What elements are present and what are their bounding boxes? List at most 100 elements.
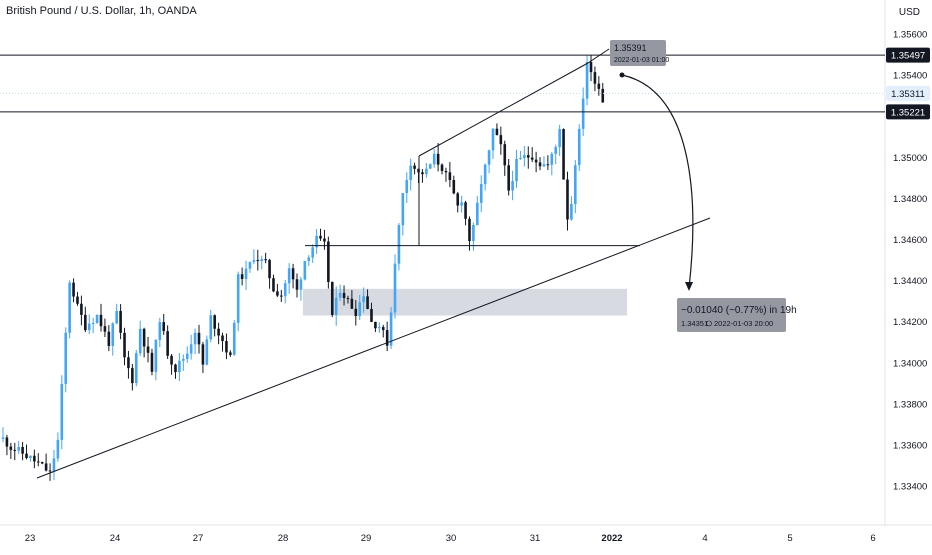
- candle-body: [323, 238, 326, 242]
- candle-body: [52, 458, 56, 472]
- price-tag: [886, 104, 930, 120]
- candle-body: [354, 308, 358, 317]
- candle-body: [9, 446, 13, 450]
- price-tag-text: 1.35497: [891, 51, 925, 62]
- candle-body: [264, 259, 267, 261]
- candle-body: [334, 297, 338, 315]
- y-tick-label: 1.34800: [893, 194, 927, 205]
- candle-body: [127, 357, 130, 369]
- candle-body: [80, 303, 83, 315]
- candle-body: [29, 455, 32, 459]
- candle-body: [87, 323, 91, 331]
- current-price-text: 1.35311: [891, 89, 925, 100]
- y-tick-label: 1.33800: [893, 399, 927, 410]
- candle-body: [346, 298, 350, 300]
- candle-body: [252, 260, 256, 262]
- y-tick-label: 1.35600: [893, 30, 927, 41]
- candle-body: [405, 179, 409, 194]
- candle-body: [36, 461, 40, 463]
- candle-body: [330, 281, 334, 315]
- candle-body: [17, 446, 20, 451]
- high-tooltip-time: 2022-01-03 01:00: [614, 57, 669, 64]
- grid: [0, 0, 932, 526]
- candle-body: [158, 322, 162, 340]
- candle-body: [542, 164, 546, 167]
- candle-body: [311, 247, 314, 258]
- candle-body: [585, 62, 589, 99]
- candle-body: [566, 179, 569, 220]
- x-tick-label: 4: [702, 533, 707, 544]
- candle-body: [519, 158, 522, 160]
- candle-body: [60, 383, 64, 440]
- candle-body: [72, 282, 75, 297]
- x-tick-label: 30: [446, 533, 457, 544]
- candle-body: [409, 165, 412, 180]
- candle-body: [68, 282, 71, 333]
- candle-body: [558, 129, 561, 147]
- candle-body: [515, 158, 518, 182]
- candle-body: [99, 314, 103, 327]
- candle-body: [256, 260, 260, 262]
- projection-box: [677, 298, 786, 332]
- candle-body: [550, 153, 554, 165]
- arrow-start-dot: [619, 72, 625, 78]
- candle-body: [464, 202, 467, 219]
- high-tooltip-price: 1.35391: [614, 43, 647, 53]
- candle-body: [64, 332, 68, 384]
- chart-title: British Pound / U.S. Dollar, 1h, OANDA: [6, 5, 197, 17]
- candle-body: [307, 257, 311, 261]
- candle-body: [440, 164, 444, 172]
- candle-body: [570, 203, 573, 220]
- price-axis: 1.35600 1.35400 1.35000 1.34800 1.34600 1.344…: [893, 30, 927, 493]
- candle-body: [546, 164, 550, 166]
- candle-body: [315, 235, 318, 248]
- candle-body: [174, 364, 177, 373]
- candle-body: [299, 279, 303, 290]
- candle-body: [413, 165, 416, 169]
- candle-body: [511, 181, 514, 191]
- candle-body: [554, 146, 558, 154]
- candle-body: [166, 331, 169, 356]
- candle-body: [370, 308, 373, 322]
- y-tick-label: 1.34000: [893, 358, 927, 369]
- candle-body: [291, 268, 295, 280]
- candle-body: [456, 193, 460, 206]
- candle-body: [401, 193, 405, 226]
- candle-body: [389, 312, 393, 346]
- candle-body: [13, 449, 17, 451]
- candle-body: [581, 98, 585, 129]
- candle-body: [103, 326, 107, 332]
- candle-body: [162, 322, 166, 332]
- candle-body: [5, 437, 9, 447]
- candle-body: [432, 153, 436, 165]
- candle-body: [236, 274, 240, 323]
- candle-body: [530, 157, 534, 160]
- candle-body: [185, 353, 189, 359]
- candle-body: [283, 283, 287, 297]
- candle-body: [381, 327, 385, 331]
- candle-body: [182, 358, 185, 361]
- candle-body: [131, 368, 134, 384]
- candle-body: [397, 225, 401, 264]
- projection-arrow: [621, 74, 694, 289]
- high-tooltip-box: [610, 40, 666, 66]
- channel-extension: [587, 48, 610, 64]
- arrow-head: [685, 282, 693, 291]
- candle-body: [495, 128, 499, 136]
- projection-time: 2022-01-03 20:00: [714, 319, 773, 328]
- candle-body: [138, 328, 142, 354]
- price-tag: [886, 47, 930, 63]
- candle-body: [436, 153, 440, 165]
- candle-body: [362, 296, 365, 303]
- candle-body: [472, 224, 475, 242]
- candle-body: [217, 328, 220, 336]
- candle-body: [366, 296, 369, 309]
- candle-body: [44, 463, 48, 471]
- candle-body: [91, 322, 95, 324]
- projection-target: 1.34351: [681, 319, 708, 328]
- candle-body: [209, 315, 213, 340]
- candle-body: [84, 314, 87, 331]
- candle-body: [476, 202, 479, 225]
